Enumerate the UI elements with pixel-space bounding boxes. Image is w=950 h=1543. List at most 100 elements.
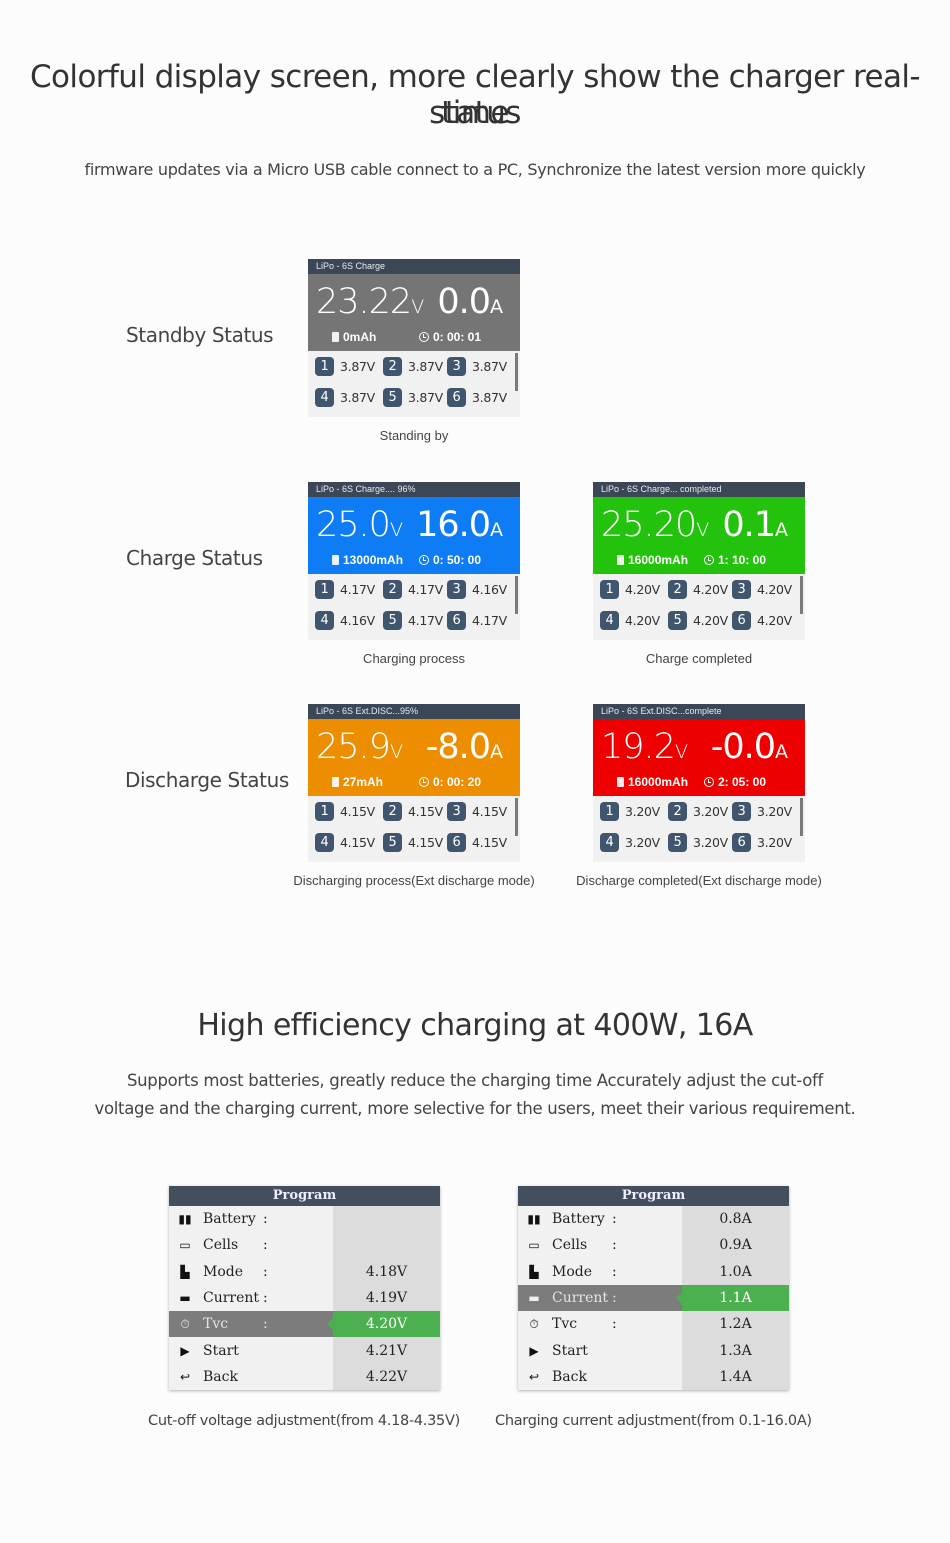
cell-voltage-value: 4.17V — [408, 613, 443, 628]
menu-item-battery[interactable]: ▮▮ Battery : 0.8A — [518, 1206, 789, 1232]
cell-number-badge: 4 — [600, 833, 619, 852]
cell-voltage: 2 4.15V — [383, 802, 443, 821]
voltage-unit: V — [674, 741, 688, 763]
menu-item-value[interactable]: 0.9A — [719, 1237, 752, 1254]
battery-icon: ▮▮ — [527, 1212, 541, 1226]
menu-item-tvc[interactable]: ⏱ Tvc : 1.2A — [518, 1311, 789, 1337]
battery-icon — [332, 332, 339, 342]
charger-screen: LiPo - 6S Ext.DISC...complete 19.2V -0.0… — [593, 704, 805, 862]
menu-item-value[interactable]: 1.1A — [676, 1284, 789, 1311]
screen-main-readout: 25.9V -8.0A 27mAh 0: 00: 20 — [308, 719, 520, 796]
current-unit: A — [490, 741, 503, 763]
menu-item-start[interactable]: ▶ Start 1.3A — [518, 1338, 789, 1364]
cell-number-badge: 2 — [383, 802, 402, 821]
battery-icon — [617, 555, 624, 565]
time-readout: 0: 50: 00 — [419, 553, 481, 567]
time-value: 0: 00: 20 — [433, 775, 482, 789]
scrollbar[interactable] — [800, 798, 803, 836]
clock-icon — [704, 777, 714, 787]
cell-voltage-value: 3.20V — [757, 835, 792, 850]
program-menu-title: Program — [169, 1186, 440, 1206]
menu-item-value[interactable]: 4.21V — [365, 1342, 408, 1359]
scrollbar[interactable] — [515, 353, 518, 391]
charger-screen: LiPo - 6S Charge... completed 25.20V 0.1… — [593, 482, 805, 640]
cell-number-badge: 2 — [383, 580, 402, 599]
time-readout: 0: 00: 20 — [419, 775, 481, 789]
menu-item-battery[interactable]: ▮▮ Battery : — [169, 1206, 440, 1232]
cell-number-badge: 4 — [315, 833, 334, 852]
cell-voltage: 5 4.17V — [383, 611, 443, 630]
menu-item-value[interactable]: 0.8A — [719, 1211, 752, 1227]
voltage-unit: V — [389, 519, 403, 541]
cell-voltage: 6 3.20V — [732, 833, 792, 852]
menu-item-back[interactable]: ↩ Back 1.4A — [518, 1364, 789, 1390]
screen-caption: Charging process — [363, 651, 465, 666]
menu-item-value[interactable]: 4.20V — [327, 1311, 440, 1338]
cell-voltage-value: 3.87V — [340, 390, 375, 405]
menu-item-current[interactable]: ▬ Current : 4.19V — [169, 1285, 440, 1311]
menu-item-label: Mode — [552, 1263, 593, 1280]
menu-item-colon: : — [612, 1263, 617, 1280]
current-readout: 0.0A — [437, 282, 503, 327]
menu-item-cells[interactable]: ▭ Cells : — [169, 1232, 440, 1258]
menu-item-value[interactable]: 4.22V — [365, 1368, 408, 1385]
menu-item-label: Battery — [203, 1211, 256, 1227]
voltage-readout: 25.20V — [601, 505, 709, 550]
menu-item-mode[interactable]: ▙ Mode : 4.18V — [169, 1259, 440, 1285]
menu-item-mode[interactable]: ▙ Mode : 1.0A — [518, 1259, 789, 1285]
cell-voltage-value: 3.20V — [693, 835, 728, 850]
time-readout: 2: 05: 00 — [704, 775, 766, 789]
program-menu-title: Program — [518, 1186, 789, 1206]
menu-item-label: Current — [203, 1289, 260, 1306]
voltage-value: 23.22 — [316, 282, 412, 322]
charger-screen: LiPo - 6S Charge.... 96% 25.0V 16.0A 130… — [308, 482, 520, 640]
cell-voltage-value: 3.20V — [625, 804, 660, 819]
mode-icon: ▙ — [529, 1264, 539, 1279]
play-icon: ▶ — [180, 1343, 190, 1358]
back-icon: ↩ — [179, 1369, 191, 1384]
current-value: 16.0 — [416, 505, 491, 545]
cell-number-badge: 3 — [732, 802, 751, 821]
cell-number-badge: 5 — [668, 611, 687, 630]
battery-icon — [617, 777, 624, 787]
current-readout: 16.0A — [416, 505, 503, 550]
menu-item-value[interactable]: 1.2A — [719, 1316, 752, 1333]
menu-item-back[interactable]: ↩ Back 4.22V — [169, 1364, 440, 1390]
menu-item-value[interactable]: 4.18V — [365, 1263, 408, 1280]
menu-item-value[interactable]: 1.0A — [719, 1263, 752, 1280]
menu-item-start[interactable]: ▶ Start 4.21V — [169, 1338, 440, 1364]
cell-voltage-grid: 1 4.20V 2 4.20V 3 4.20V 4 4.20V 5 4.20V … — [593, 574, 805, 640]
cell-voltage-value: 4.16V — [340, 613, 375, 628]
cell-number-badge: 6 — [732, 833, 751, 852]
menu-item-current[interactable]: ▬ Current : 1.1A — [518, 1284, 789, 1311]
current-unit: A — [490, 519, 503, 541]
cell-number-badge: 2 — [383, 357, 402, 376]
scrollbar[interactable] — [800, 576, 803, 614]
menu-item-colon: : — [612, 1289, 617, 1306]
cell-voltage-value: 4.15V — [472, 835, 507, 850]
cells-icon: ▭ — [528, 1238, 540, 1253]
menu-item-value[interactable]: 1.3A — [719, 1342, 752, 1359]
cell-voltage: 4 4.20V — [600, 611, 660, 630]
standby-status-label: Standby Status — [126, 323, 274, 347]
menu-item-cells[interactable]: ▭ Cells : 0.9A — [518, 1232, 789, 1258]
menu-item-label: Tvc — [203, 1316, 229, 1333]
menu-item-value[interactable]: 4.19V — [365, 1289, 408, 1306]
cell-number-badge: 1 — [600, 802, 619, 821]
cell-voltage-value: 4.20V — [757, 613, 792, 628]
clock-icon — [419, 777, 429, 787]
scrollbar[interactable] — [515, 798, 518, 836]
current-value: 0.1 — [722, 505, 776, 545]
capacity-value: 16000mAh — [628, 775, 689, 789]
menu-item-label: Battery — [552, 1211, 605, 1227]
value-column — [333, 1206, 440, 1390]
menu-item-tvc[interactable]: ⏱ Tvc : 4.20V — [169, 1311, 440, 1338]
time-readout: 0: 00: 01 — [419, 330, 481, 344]
menu-item-value[interactable]: 1.4A — [719, 1368, 752, 1385]
menu-item-colon: : — [263, 1263, 268, 1280]
time-value: 0: 00: 01 — [433, 330, 482, 344]
program-caption: Cut-off voltage adjustment(from 4.18-4.3… — [148, 1413, 460, 1429]
charger-screen: LiPo - 6S Charge 23.22V 0.0A 0mAh 0: 00:… — [308, 259, 520, 417]
scrollbar[interactable] — [515, 576, 518, 614]
current-readout: 0.1A — [722, 505, 788, 550]
